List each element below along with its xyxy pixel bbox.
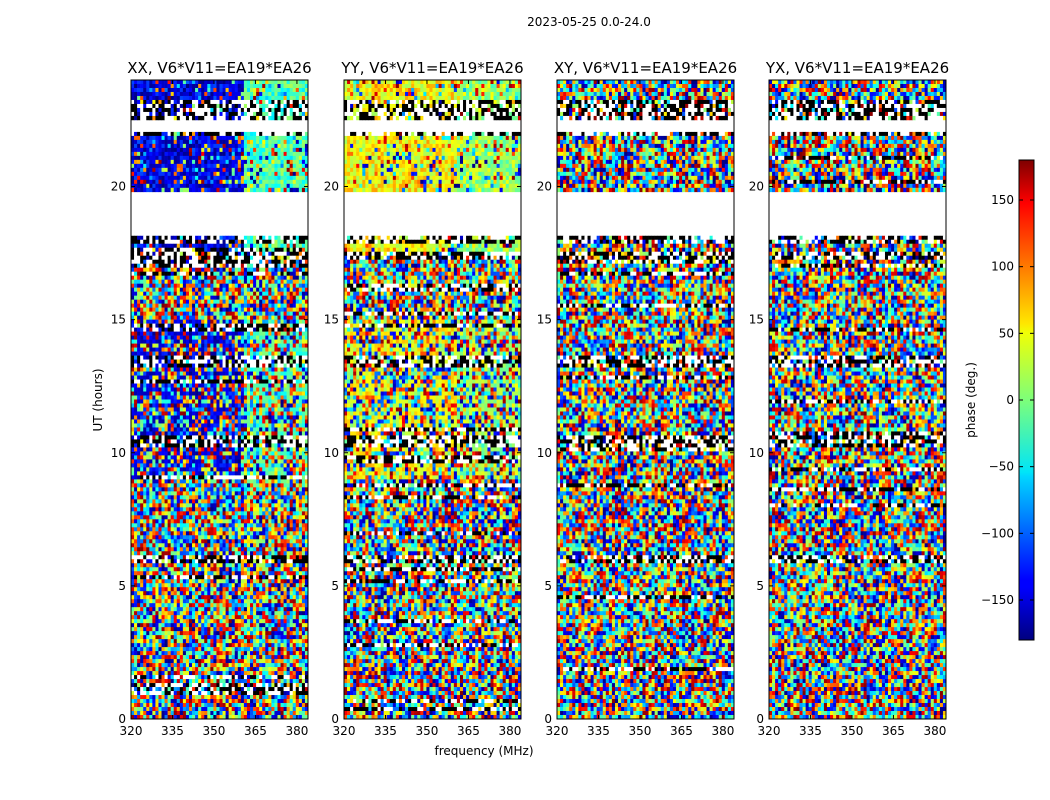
- panel-3: XY, V6*V11=EA19*EA26 320 335 350 365 380 0 5 10 1…: [537, 59, 737, 738]
- panel-3-title: XY, V6*V11=EA19*EA26: [554, 59, 737, 77]
- panel-2: YY, V6*V11=EA19*EA26 320 335 350 365 380 0 5 10 1…: [324, 59, 524, 738]
- x-tick-label: 320: [120, 724, 143, 738]
- y-axis-label: UT (hours): [91, 368, 105, 431]
- x-tick-label: 380: [711, 724, 734, 738]
- panel-1-image: [131, 80, 308, 719]
- y-tick-label: 0: [118, 712, 126, 726]
- y-tick-label: 5: [756, 579, 764, 593]
- y-tick-label: 20: [537, 180, 552, 194]
- x-tick-label: 380: [285, 724, 308, 738]
- x-tick-label: 350: [416, 724, 439, 738]
- suptitle: 2023-05-25 0.0-24.0: [527, 15, 651, 29]
- panel-3-image: [557, 80, 734, 719]
- colorbar: 150 100 50 0 −50 −100 −150 phase (deg.): [964, 160, 1034, 640]
- y-tick-label: 5: [331, 579, 339, 593]
- y-tick-label: 5: [544, 579, 552, 593]
- panel-1: XX, V6*V11=EA19*EA26 320 335 350 365 380 0 5 10 1…: [111, 59, 312, 738]
- panel-2-title: YY, V6*V11=EA19*EA26: [340, 59, 523, 77]
- panel-2-image: [344, 80, 521, 719]
- x-axis-label: frequency (MHz): [434, 744, 533, 758]
- x-tick-label: 365: [670, 724, 693, 738]
- x-tick-label: 320: [758, 724, 781, 738]
- panel-4-title: YX, V6*V11=EA19*EA26: [765, 59, 949, 77]
- x-tick-label: 335: [374, 724, 397, 738]
- panel-1-title: XX, V6*V11=EA19*EA26: [127, 59, 311, 77]
- y-tick-label: 15: [324, 313, 339, 327]
- y-tick-label: 20: [324, 180, 339, 194]
- colorbar-tick-label: −100: [981, 526, 1014, 540]
- x-tick-label: 335: [587, 724, 610, 738]
- y-tick-label: 15: [111, 313, 126, 327]
- x-tick-label: 350: [841, 724, 864, 738]
- x-tick-label: 380: [498, 724, 521, 738]
- y-tick-label: 10: [749, 446, 764, 460]
- colorbar-tick-label: 100: [991, 260, 1014, 274]
- y-tick-label: 0: [331, 712, 339, 726]
- x-tick-label: 335: [799, 724, 822, 738]
- y-tick-label: 20: [749, 180, 764, 194]
- colorbar-tick-label: −150: [981, 593, 1014, 607]
- colorbar-label: phase (deg.): [964, 362, 978, 438]
- x-tick-label: 350: [629, 724, 652, 738]
- y-tick-label: 0: [544, 712, 552, 726]
- y-tick-label: 15: [537, 313, 552, 327]
- colorbar-tick-label: 150: [991, 193, 1014, 207]
- x-tick-label: 350: [203, 724, 226, 738]
- x-tick-label: 380: [923, 724, 946, 738]
- colorbar-tick-label: 0: [1006, 393, 1014, 407]
- y-tick-label: 5: [118, 579, 126, 593]
- x-tick-label: 335: [161, 724, 184, 738]
- colorbar-tick-label: −50: [989, 460, 1014, 474]
- x-tick-label: 365: [244, 724, 267, 738]
- y-tick-label: 10: [324, 446, 339, 460]
- x-tick-label: 365: [882, 724, 905, 738]
- panel-4: YX, V6*V11=EA19*EA26 320 335 350 365 380 0 5 10 1…: [749, 59, 949, 738]
- x-tick-label: 320: [333, 724, 356, 738]
- panels-container: XX, V6*V11=EA19*EA26 320 335 350 365 380 0 5 10 1…: [111, 59, 949, 738]
- y-tick-label: 20: [111, 180, 126, 194]
- panel-4-image: [769, 80, 946, 719]
- y-tick-label: 10: [111, 446, 126, 460]
- y-tick-label: 15: [749, 313, 764, 327]
- y-tick-label: 0: [756, 712, 764, 726]
- figure: 2023-05-25 0.0-24.0 XX, V6*V11=EA19*EA26…: [0, 0, 1050, 800]
- y-tick-label: 10: [537, 446, 552, 460]
- x-tick-label: 320: [546, 724, 569, 738]
- x-tick-label: 365: [457, 724, 480, 738]
- colorbar-tick-label: 50: [999, 326, 1014, 340]
